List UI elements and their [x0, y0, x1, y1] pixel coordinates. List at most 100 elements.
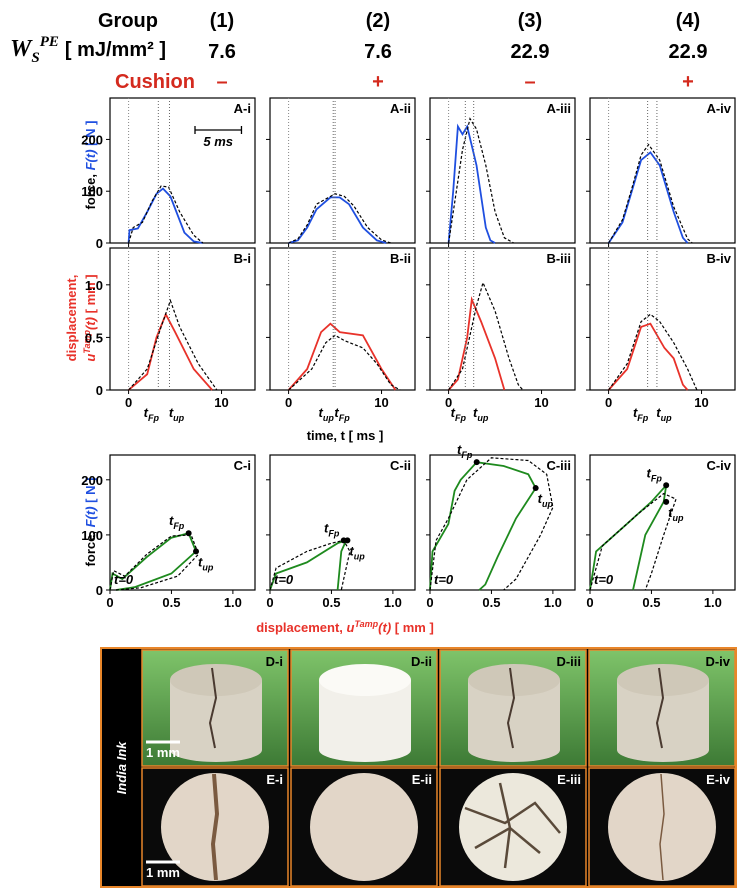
point-label: tup	[198, 554, 214, 572]
photo-label: D-iv	[705, 654, 730, 669]
photo-label: E-iv	[706, 772, 731, 787]
x-tick-label: 0.5	[162, 595, 180, 610]
origin-label: t=0	[274, 572, 294, 587]
x-axis-label: time, t [ ms ]	[307, 428, 384, 443]
point-label-sub: up	[542, 499, 553, 509]
event-label: tup	[473, 405, 489, 423]
event-label-sub: Fp	[637, 413, 648, 423]
x-tick-label: 0.5	[482, 595, 500, 610]
x-tick-label: 10	[214, 395, 228, 410]
photo-label: D-ii	[411, 654, 432, 669]
photo-bottom	[170, 738, 262, 762]
point-label-sub: Fp	[328, 528, 339, 538]
photo-label: D-i	[266, 654, 283, 669]
key-point	[474, 459, 480, 465]
photo-bottom	[468, 738, 560, 762]
panel-title: A-ii	[390, 101, 411, 116]
curve	[289, 194, 391, 243]
photo-top	[319, 664, 411, 696]
curve	[449, 119, 514, 243]
panel-title: C-ii	[390, 458, 411, 473]
point-label-sub: Fp	[173, 521, 184, 531]
event-label-sub: up	[477, 413, 488, 423]
photo-disc	[459, 773, 567, 881]
y-tick-label: 100	[81, 528, 103, 543]
cushion-value: +	[372, 71, 384, 93]
photo-bottom	[319, 738, 411, 762]
x-tick-label: 0	[125, 395, 132, 410]
panel-title: B-ii	[390, 251, 411, 266]
point-label: tFp	[169, 513, 185, 531]
point-label: tFp	[324, 520, 340, 538]
y-tick-label: 100	[81, 184, 103, 199]
panel-frame	[430, 455, 575, 590]
event-label-sub: Fp	[339, 413, 350, 423]
y-tick-label: 0	[96, 383, 103, 398]
crack	[213, 774, 217, 880]
curve	[129, 189, 203, 243]
panel-title: A-iv	[706, 101, 731, 116]
point-label-sub: up	[354, 551, 365, 561]
w-value: 22.9	[669, 41, 708, 63]
photo-label: D-iii	[556, 654, 581, 669]
origin-label: t=0	[594, 572, 614, 587]
point-label: tFp	[457, 442, 473, 460]
point-label: tFp	[647, 465, 663, 483]
y-axis-label: displacement,	[64, 275, 79, 362]
x-tick-label: 1.0	[384, 595, 402, 610]
event-label: tFp	[633, 405, 649, 423]
event-label-sub: up	[173, 413, 184, 423]
curve	[129, 186, 203, 243]
x-tick-label: 0	[426, 595, 433, 610]
x-tick-label: 0	[285, 395, 292, 410]
x-tick-label: 0	[266, 595, 273, 610]
scale-label: 1 mm	[146, 745, 180, 760]
curve	[430, 462, 536, 590]
event-label: tFp	[334, 405, 350, 423]
x-axis-label: displacement, uTamp(t) [ mm ]	[256, 619, 434, 635]
panel-title: B-iii	[546, 251, 571, 266]
group-number: (1)	[210, 10, 234, 32]
panel-title: A-i	[234, 101, 251, 116]
panel-frame	[270, 98, 415, 243]
curve	[609, 314, 697, 390]
key-point	[663, 482, 669, 488]
photo-label: E-ii	[412, 772, 432, 787]
panel-title: B-i	[234, 251, 251, 266]
event-label-sub: Fp	[455, 413, 466, 423]
y-tick-label: 0.5	[85, 330, 103, 345]
y-tick-label: 200	[81, 473, 103, 488]
panel-frame	[110, 248, 255, 390]
event-label-sub: up	[323, 413, 334, 423]
w-label: WSPE[ mJ/mm² ]	[10, 34, 166, 66]
x-tick-label: 0.5	[322, 595, 340, 610]
panel-frame	[110, 98, 255, 243]
panel-title: A-iii	[546, 101, 571, 116]
point-label-sub: up	[673, 513, 684, 523]
group-number: (2)	[366, 10, 390, 32]
scale-label: 5 ms	[203, 134, 233, 149]
x-tick-label: 1.0	[224, 595, 242, 610]
y-tick-label: 0	[96, 583, 103, 598]
panel-frame	[590, 248, 735, 390]
x-tick-label: 0.5	[642, 595, 660, 610]
y-tick-label: 0	[96, 236, 103, 251]
w-value: 7.6	[208, 41, 236, 63]
w-value: 7.6	[364, 41, 392, 63]
event-label: tup	[169, 405, 185, 423]
key-point	[186, 530, 192, 536]
curve	[129, 314, 213, 390]
event-label-sub: up	[661, 413, 672, 423]
panel-title: C-iv	[706, 458, 731, 473]
point-label-sub: Fp	[461, 450, 472, 460]
event-label: tFp	[451, 405, 467, 423]
figure: Group WSPE[ mJ/mm² ] Cushion force, F(t)…	[0, 0, 737, 888]
event-label-sub: Fp	[148, 413, 159, 423]
event-label: tup	[656, 405, 672, 423]
point-label: tup	[349, 543, 365, 561]
cushion-label: Cushion	[115, 71, 195, 93]
panel-frame	[270, 455, 415, 590]
point-label: tup	[668, 505, 684, 523]
panel-title: C-i	[234, 458, 251, 473]
x-tick-label: 10	[694, 395, 708, 410]
